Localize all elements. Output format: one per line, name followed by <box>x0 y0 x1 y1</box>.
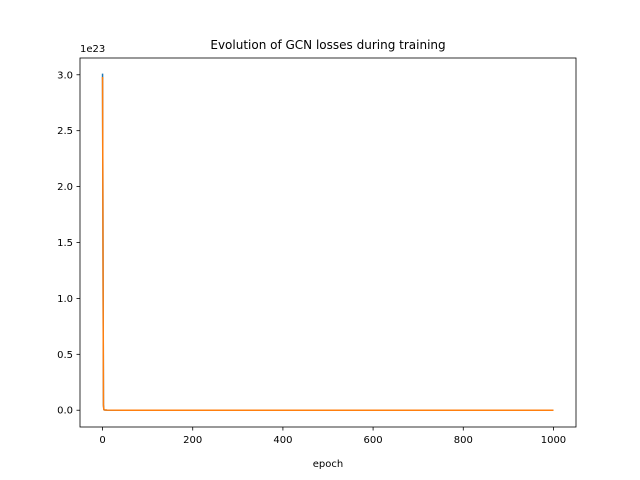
y-tick-label: 0.5 <box>57 350 73 361</box>
y-tick-label: 1.5 <box>57 238 73 249</box>
x-tick-label: 1000 <box>541 435 566 446</box>
series-line-2 <box>101 77 554 411</box>
y-tick-label: 1.0 <box>57 294 73 305</box>
series-line-1 <box>101 73 554 411</box>
chart-title: Evolution of GCN losses during training <box>210 38 445 52</box>
axes-frame <box>79 57 577 428</box>
x-tick-label: 400 <box>273 435 292 446</box>
x-tick-label: 200 <box>183 435 202 446</box>
x-tick-label: 800 <box>454 435 473 446</box>
plot-area: 0 200 400 600 800 1000 0.0 0.5 1.0 1.5 2.0 2.5 3.0 <box>57 57 577 446</box>
x-axis-title: epoch <box>313 459 343 470</box>
y-tick-label: 3.0 <box>57 70 73 81</box>
y-offset-label: 1e23 <box>80 44 105 55</box>
y-tick-label: 0.0 <box>57 406 73 417</box>
x-tick-label: 0 <box>99 435 105 446</box>
y-tick-label: 2.5 <box>57 126 73 137</box>
x-tick-label: 600 <box>364 435 383 446</box>
y-tick-label: 2.0 <box>57 182 73 193</box>
